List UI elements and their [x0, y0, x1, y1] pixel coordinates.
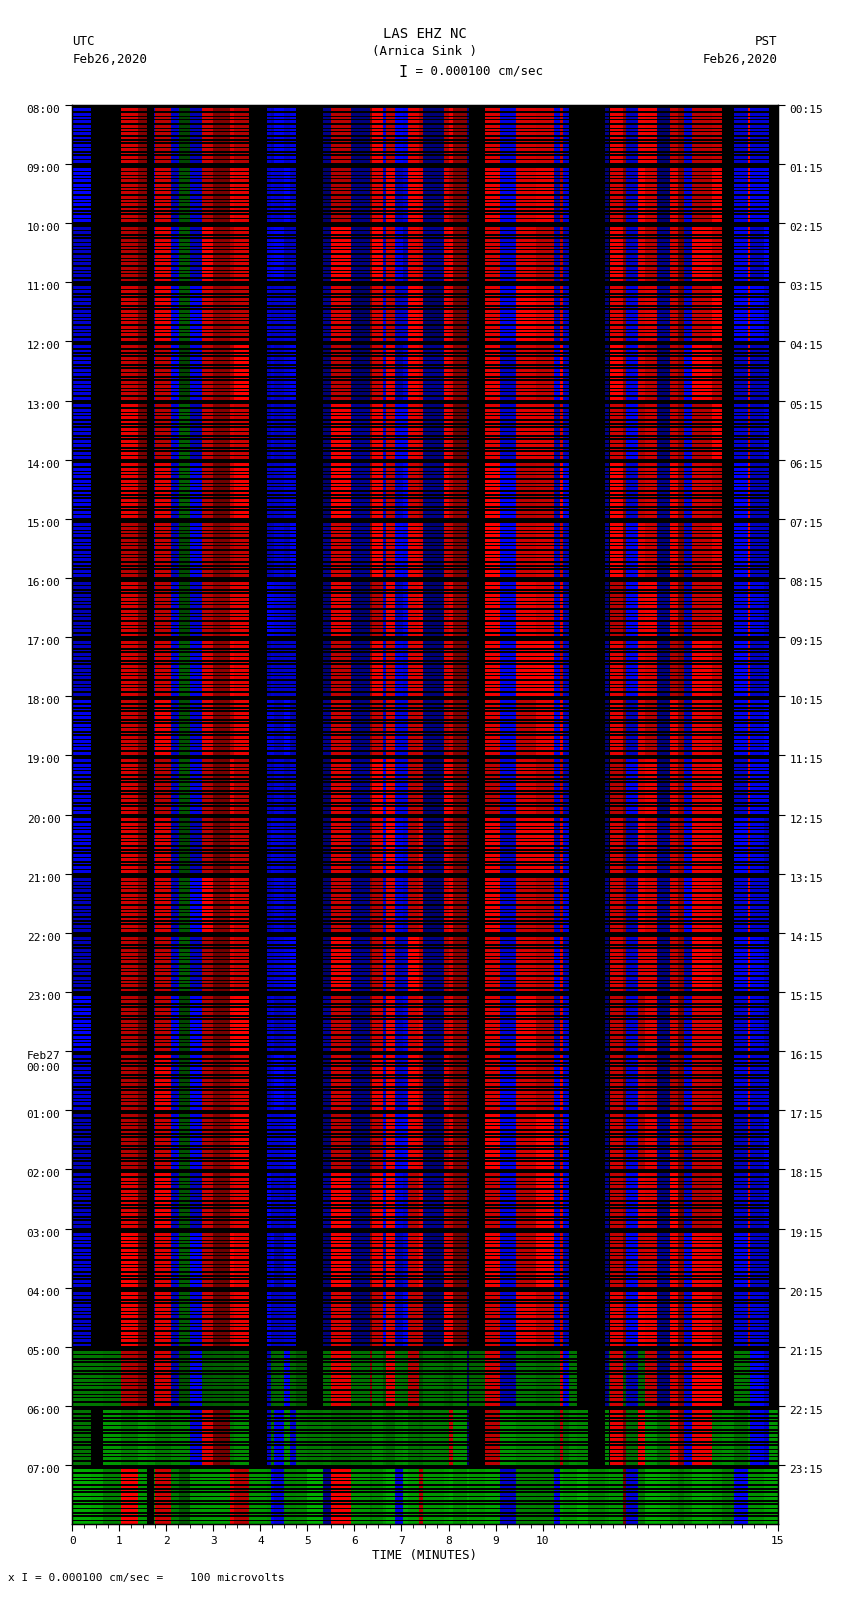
- Text: LAS EHZ NC: LAS EHZ NC: [383, 27, 467, 42]
- Text: PST: PST: [756, 35, 778, 48]
- X-axis label: TIME (MINUTES): TIME (MINUTES): [372, 1548, 478, 1561]
- Text: UTC: UTC: [72, 35, 94, 48]
- Text: x I = 0.000100 cm/sec =    100 microvolts: x I = 0.000100 cm/sec = 100 microvolts: [8, 1573, 286, 1582]
- Text: = 0.000100 cm/sec: = 0.000100 cm/sec: [408, 65, 543, 77]
- Text: Feb26,2020: Feb26,2020: [72, 53, 147, 66]
- Text: Feb26,2020: Feb26,2020: [703, 53, 778, 66]
- Text: I: I: [399, 65, 408, 79]
- Text: (Arnica Sink ): (Arnica Sink ): [372, 45, 478, 58]
